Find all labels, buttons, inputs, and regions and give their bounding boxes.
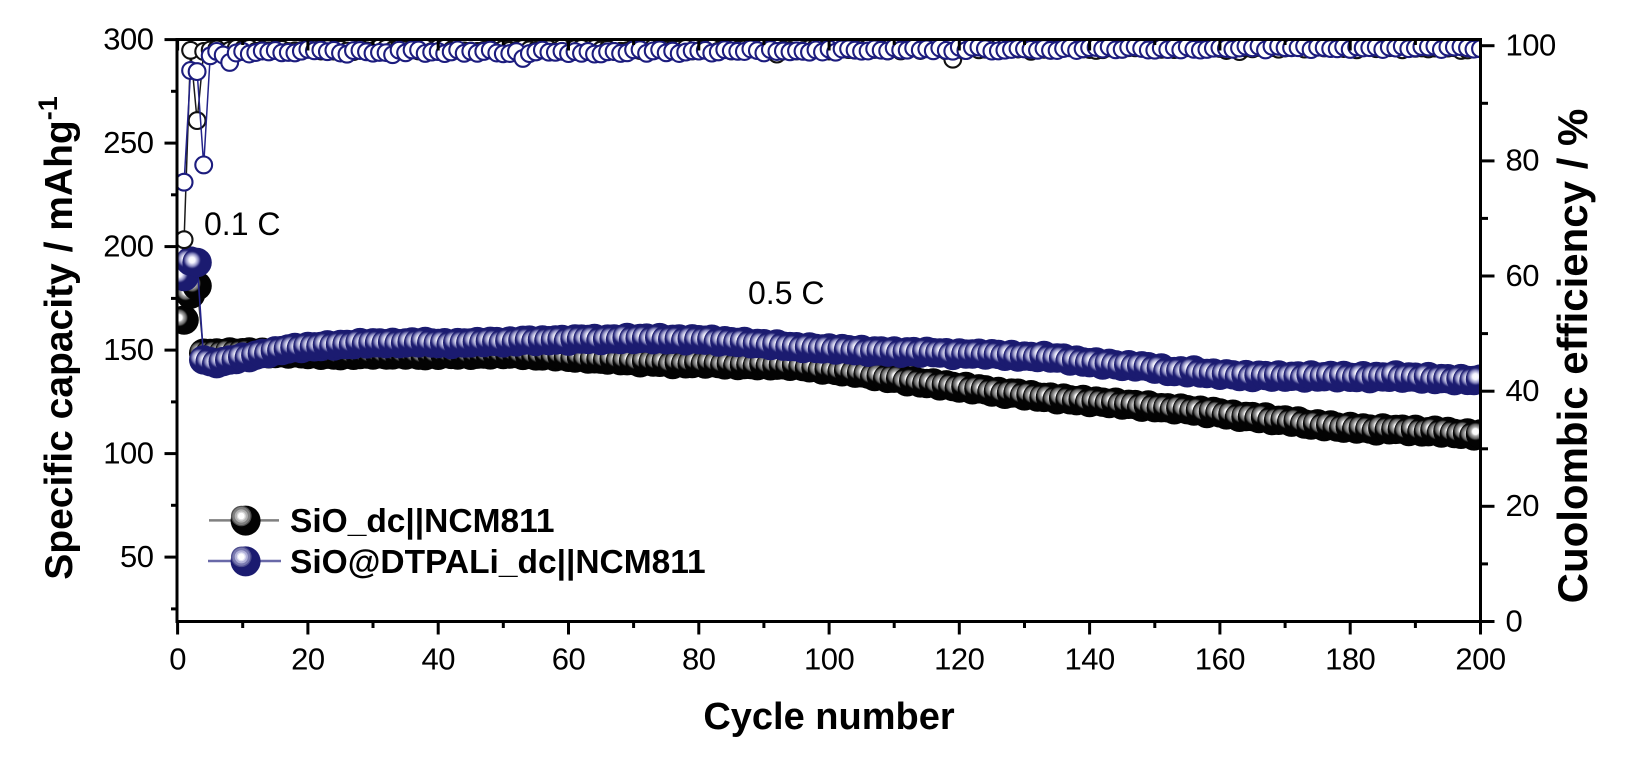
svg-text:SiO@DTPALi_dc||NCM811: SiO@DTPALi_dc||NCM811 — [290, 544, 706, 581]
svg-text:50: 50 — [120, 539, 154, 574]
svg-text:Cuolombic efficiency / %: Cuolombic efficiency / % — [1549, 109, 1596, 604]
svg-text:160: 160 — [1195, 642, 1245, 677]
svg-text:250: 250 — [103, 125, 153, 160]
svg-text:60: 60 — [552, 642, 586, 677]
svg-text:Specific capacity / mAhg-1: Specific capacity / mAhg-1 — [33, 96, 81, 580]
svg-text:20: 20 — [1506, 488, 1540, 523]
svg-text:100: 100 — [1506, 28, 1556, 63]
svg-text:0: 0 — [1506, 603, 1523, 638]
svg-text:0.5 C: 0.5 C — [748, 275, 824, 311]
svg-text:0.1 C: 0.1 C — [204, 206, 280, 242]
svg-text:140: 140 — [1064, 642, 1114, 677]
svg-text:150: 150 — [103, 332, 153, 367]
svg-text:20: 20 — [291, 642, 325, 677]
svg-text:100: 100 — [804, 642, 854, 677]
svg-text:80: 80 — [1506, 143, 1540, 178]
svg-text:SiO_dc||NCM811: SiO_dc||NCM811 — [290, 503, 555, 540]
svg-text:200: 200 — [103, 229, 153, 264]
svg-text:120: 120 — [934, 642, 984, 677]
svg-text:40: 40 — [421, 642, 455, 677]
svg-text:40: 40 — [1506, 373, 1540, 408]
svg-text:100: 100 — [103, 436, 153, 471]
svg-text:300: 300 — [103, 22, 153, 57]
svg-text:60: 60 — [1506, 258, 1540, 293]
svg-text:Cycle number: Cycle number — [703, 696, 955, 738]
svg-text:80: 80 — [682, 642, 716, 677]
svg-text:180: 180 — [1325, 642, 1375, 677]
svg-text:0: 0 — [169, 642, 186, 677]
svg-text:200: 200 — [1455, 642, 1505, 677]
